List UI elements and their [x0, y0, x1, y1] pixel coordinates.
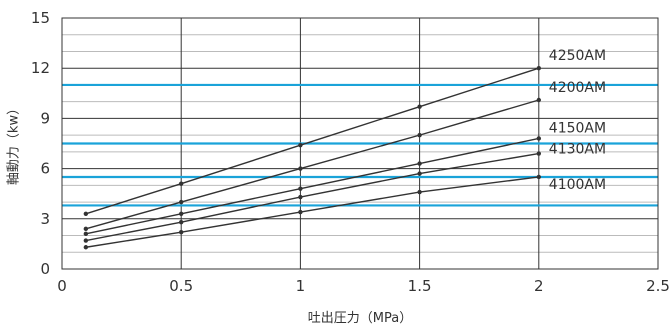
- series-label: 4100AM: [549, 177, 606, 193]
- series-label: 4130AM: [549, 142, 606, 158]
- data-point: [417, 104, 422, 109]
- data-point: [536, 66, 541, 71]
- series-line: [85, 176, 539, 248]
- data-point: [536, 174, 541, 180]
- data-point: [298, 166, 303, 171]
- y-tick-label: 15: [31, 9, 50, 27]
- x-tick-label: 2: [534, 277, 544, 295]
- data-point: [179, 181, 184, 186]
- y-tick-label: 12: [31, 59, 50, 77]
- x-tick-label: 0: [57, 277, 67, 295]
- y-tick-label: 9: [40, 109, 50, 127]
- x-axis-ticks: 0 0.5 1 1.5 2 2.5: [57, 277, 670, 295]
- data-point: [83, 245, 89, 250]
- data-point: [298, 209, 303, 215]
- series-line: [85, 67, 540, 215]
- reference-lines: [62, 83, 658, 207]
- y-tick-label: 3: [40, 210, 50, 228]
- y-axis-ticks: 0 3 6 9 12 15: [31, 9, 50, 278]
- data-point: [536, 136, 541, 141]
- data-point: [417, 189, 422, 195]
- data-point: [83, 211, 89, 216]
- y-axis-title: 軸動力（kw）: [7, 102, 22, 185]
- series-4150AM: 4150AM: [83, 120, 606, 237]
- data-point: [417, 132, 422, 138]
- series-lines: 4250AM 4200AM 4150AM 4130AM 4100AM: [83, 48, 606, 250]
- x-tick-label: 1.5: [408, 277, 432, 295]
- series-4100AM: 4100AM: [83, 174, 606, 250]
- series-4130AM: 4130AM: [83, 142, 606, 243]
- series-line: [85, 152, 539, 242]
- series-label: 4200AM: [549, 80, 606, 96]
- data-point: [83, 231, 89, 237]
- y-tick-label: 6: [40, 160, 50, 178]
- series-label: 4150AM: [549, 120, 606, 136]
- data-point: [298, 186, 303, 191]
- series-label: 4250AM: [549, 48, 606, 64]
- x-tick-label: 0.5: [169, 277, 193, 295]
- y-tick-label: 0: [40, 260, 50, 278]
- data-point: [536, 151, 541, 156]
- plot-frame: [61, 17, 659, 270]
- x-axis-title: 吐出圧力（MPa）: [308, 311, 412, 326]
- data-point: [179, 199, 184, 205]
- data-point: [83, 238, 89, 243]
- series-4200AM: 4200AM: [83, 80, 606, 232]
- data-point: [298, 142, 303, 148]
- data-point: [417, 161, 422, 166]
- series-4250AM: 4250AM: [83, 48, 606, 216]
- x-tick-label: 1: [296, 277, 306, 295]
- data-point: [298, 194, 303, 200]
- data-point: [179, 219, 184, 225]
- data-point: [179, 211, 184, 216]
- data-point: [417, 171, 422, 176]
- data-point: [536, 97, 541, 103]
- data-point: [83, 226, 89, 232]
- x-tick-label: 2.5: [646, 277, 670, 295]
- data-point: [179, 229, 184, 235]
